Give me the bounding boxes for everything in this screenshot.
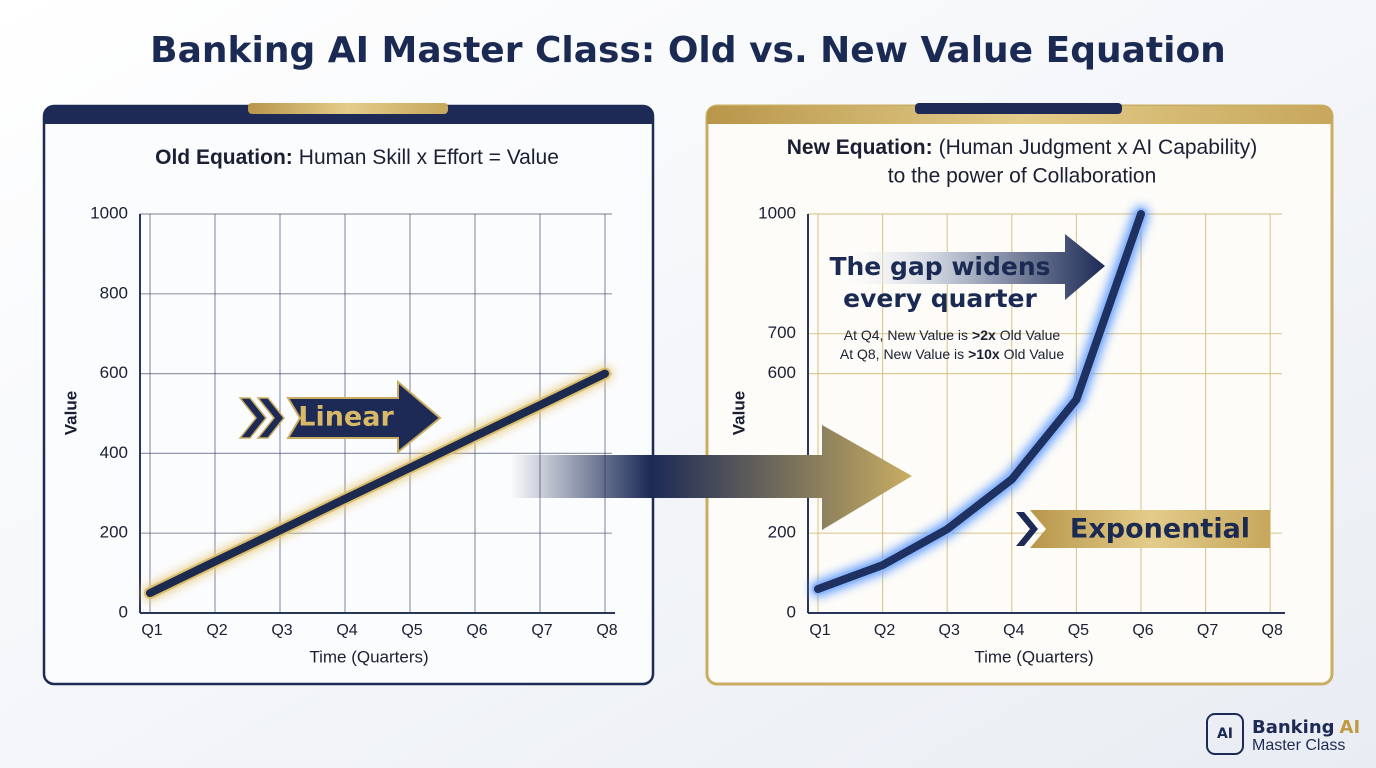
x-tick-label: Q3	[939, 622, 960, 639]
right-panel	[705, 104, 1334, 686]
logo: AI Banking AI Master Class	[1206, 713, 1360, 755]
x-tick-label: Q5	[1068, 622, 1089, 639]
note-part: At Q8, New Value is	[840, 346, 964, 362]
x-axis-label: Time (Quarters)	[309, 647, 428, 666]
panel-title: Old Equation: Human Skill x Effort = Valu…	[155, 146, 559, 169]
note-part: Old Value	[1000, 327, 1061, 343]
note: At Q4, New Value is >2x Old Value	[844, 327, 1061, 343]
x-tick-label: Q1	[809, 622, 830, 639]
y-tick-label: 600	[100, 363, 128, 382]
chart-left: 0 200 400 600 800 1000 Q1 Q2 Q3 Q4 Q5 Q6 Q7 Q8 Time (Q…	[61, 146, 617, 667]
x-tick-label: Q2	[206, 622, 227, 639]
chart-right: 0 200 600 700 1000 Q1 Q2 Q3 Q4 Q5 Q6 Q7 Q8 Time (Quar…	[729, 136, 1285, 666]
title-text: (Human Judgment x AI Capability)	[939, 136, 1258, 159]
y-tick-label: 700	[768, 323, 796, 342]
logo-icon-text: AI	[1217, 726, 1233, 742]
y-tick-label: 1000	[90, 203, 128, 222]
y-tick-label: 0	[787, 602, 796, 621]
callout-text: every quarter	[843, 284, 1037, 313]
line	[814, 210, 1145, 594]
y-tick-label: 200	[768, 523, 796, 542]
panel-subtitle: to the power of Collaboration	[888, 165, 1157, 188]
x-tick-label: Q5	[401, 622, 422, 639]
annotation-banner	[1030, 510, 1270, 548]
y-axis-label: Value	[61, 391, 80, 435]
x-tick-label: Q4	[1003, 622, 1024, 639]
annotation: Linear	[298, 402, 394, 433]
logo-tagline: Master Class	[1252, 737, 1345, 754]
title-text: Human Skill x Effort = Value	[299, 146, 559, 169]
page-title: Banking AI Master Class: Old vs. New Val…	[150, 30, 1226, 71]
x-tick-label: Q3	[271, 622, 292, 639]
y-tick-label: 400	[100, 443, 128, 462]
annotation: Exponential	[1070, 514, 1250, 545]
x-tick-label: Q7	[1197, 622, 1218, 639]
note: At Q8, New Value is >10x Old Value	[840, 346, 1064, 362]
x-tick-label: Q8	[1262, 622, 1283, 639]
x-tick-label: Q6	[1132, 622, 1153, 639]
panel-bar	[707, 106, 1332, 124]
x-tick-label: Q7	[531, 622, 552, 639]
note-part: At Q4, New Value is	[844, 327, 968, 343]
logo-name: Banking AI	[1252, 717, 1360, 738]
chevrons	[1016, 512, 1038, 546]
title-label: New Equation:	[787, 136, 933, 159]
panel-bar	[44, 106, 653, 124]
annotation-arrow	[286, 379, 442, 455]
y-axis-label: Value	[729, 391, 748, 435]
x-tick-label: Q1	[141, 622, 162, 639]
y-tick-label: 1000	[758, 203, 796, 222]
x-tick-label: Q4	[336, 622, 357, 639]
panel-tab	[248, 103, 448, 114]
transition-arrow	[510, 425, 912, 530]
line	[146, 369, 609, 598]
y-tick-label: 600	[768, 363, 796, 382]
title-label: Old Equation:	[155, 146, 293, 169]
x-tick-label: Q8	[596, 622, 617, 639]
note-part: >2x	[972, 327, 996, 343]
logo-word: Banking	[1252, 717, 1335, 738]
x-axis-label: Time (Quarters)	[974, 647, 1093, 666]
y-tick-label: 0	[119, 602, 128, 621]
logo-icon	[1206, 713, 1244, 755]
panel-title: New Equation: (Human Judgment x AI Capabi…	[787, 136, 1257, 159]
logo-word: AI	[1340, 717, 1361, 738]
x-tick-label: Q2	[874, 622, 895, 639]
note-part: >10x	[968, 346, 1000, 362]
chevrons	[238, 397, 285, 439]
x-tick-label: Q6	[466, 622, 487, 639]
y-tick-label: 800	[100, 283, 128, 302]
y-tick-label: 200	[100, 523, 128, 542]
callout-arrow	[830, 234, 1105, 300]
panel-tab	[915, 103, 1122, 114]
note-part: Old Value	[1004, 346, 1065, 362]
callout-text: The gap widens	[829, 252, 1050, 281]
